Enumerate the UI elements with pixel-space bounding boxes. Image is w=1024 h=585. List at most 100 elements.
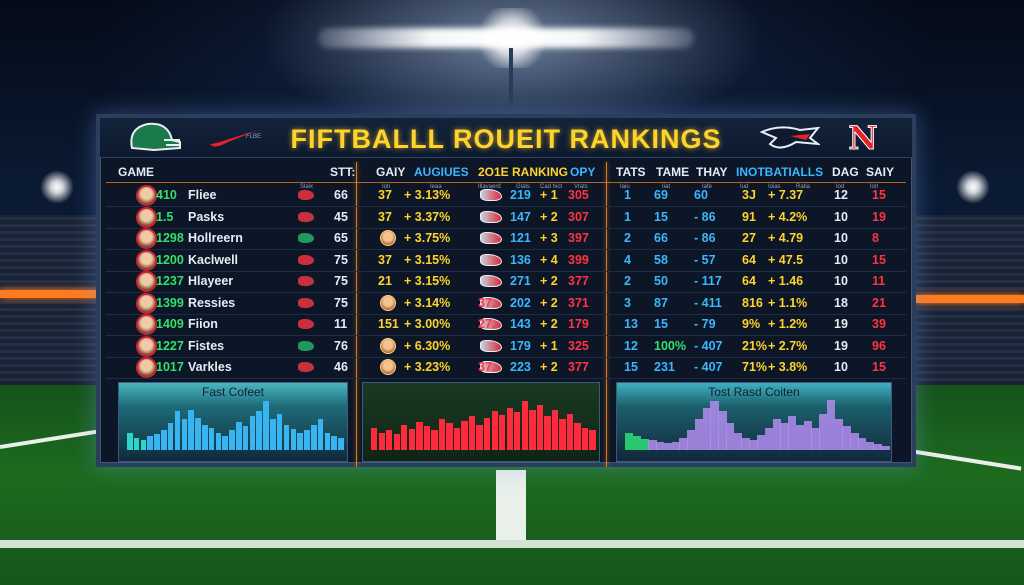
chart-bar — [181, 419, 188, 450]
table-row[interactable]: 1409 Fiion 11 151 + 3.00% 27. + 2 179 13 15 - 79 9%… — [106, 314, 906, 336]
subheader-ioti: Ioti — [382, 184, 391, 190]
rankings-scoreboard: FLBE FIFTBALLL ROUEIT RANKINGS N GAME ST… — [96, 114, 916, 467]
cell-name: Ressies — [188, 295, 236, 310]
chart-bar — [393, 434, 400, 450]
chart-bar — [290, 428, 297, 450]
chart-bar — [297, 433, 303, 450]
chart-bar — [270, 419, 276, 450]
player-avatar — [136, 292, 157, 314]
team-logo-icon — [298, 190, 314, 200]
chart-bar — [371, 427, 378, 450]
cell-in1: 21% — [742, 338, 768, 353]
cell-rank: 1409 — [156, 317, 184, 331]
cell-tats: 12 — [624, 338, 638, 353]
cell-r1b: 202 — [510, 295, 531, 310]
chart-bar — [188, 409, 194, 450]
chart-bar — [378, 433, 385, 450]
cell-tame: 66 — [654, 231, 668, 245]
player-face-icon — [380, 337, 396, 354]
table-row[interactable]: 410 Fliee 66 37 + 3.13% 219 + 1 305 1 69 60 3J + 7.3… — [106, 185, 906, 207]
player-avatar — [136, 206, 157, 228]
chart-bar — [788, 416, 797, 450]
chart-bar — [710, 400, 719, 450]
chart-bar — [331, 436, 337, 450]
cell-saiy: 39 — [872, 317, 886, 331]
cell-r1: 271 — [510, 274, 531, 288]
table-row[interactable]: 1227 Fistes 76 + 6.30% 179 + 1 325 12 100% - 407 2… — [106, 335, 906, 358]
chart-bar — [242, 426, 249, 450]
player-avatar — [136, 271, 157, 292]
cell-tats: 2 — [624, 231, 631, 245]
cell-r1: 37. — [478, 295, 496, 310]
cell-name: Varkles — [188, 360, 232, 374]
ranking-team-icon — [480, 318, 502, 330]
cell-in1: 64 — [742, 274, 756, 288]
chart-bar — [461, 420, 468, 450]
cell-aug: + 3.15% — [404, 274, 451, 288]
subheader-ratia: Ratia — [796, 184, 811, 190]
table-row[interactable]: 1.5 Pasks 45 37 + 3.37% 147 + 2 307 1 15 - 86 91 + 4… — [106, 206, 906, 229]
yard-line-horizontal — [0, 540, 1024, 548]
chart-bar — [338, 437, 344, 450]
cell-tats: 4 — [624, 252, 631, 267]
chart-bar — [154, 434, 160, 450]
cell-stt: 45 — [334, 209, 348, 224]
cell-tats: 15 — [624, 360, 638, 374]
cell-in1: 71% — [742, 360, 768, 374]
cell-rank: 1017 — [156, 360, 184, 374]
player-avatar — [136, 249, 157, 271]
chart-bar — [236, 422, 242, 450]
cell-gaiy: 37 — [378, 209, 392, 224]
table-row[interactable]: 1017 Varkles 46 + 3.23% 37. + 2 377 15 231 - 407 7… — [106, 357, 906, 379]
table-row[interactable]: 1200 Kaclwell 75 37 + 3.15% 136 + 4 399 4 58 - 57 6… — [106, 249, 906, 272]
cell-in2: + 1.46 — [768, 274, 804, 288]
chart-bar — [491, 410, 498, 450]
ranking-team-icon — [480, 189, 502, 201]
cell-aug: + 3.23% — [404, 360, 451, 374]
cell-name: Fliee — [188, 188, 217, 202]
light-pole — [509, 48, 513, 116]
cell-r2: + 4 — [540, 252, 558, 267]
cell-saiy: 15 — [872, 188, 886, 202]
chart-bar — [648, 439, 657, 450]
cell-tame: 100% — [654, 338, 686, 353]
table-row[interactable]: 1298 Hollreern 65 + 3.75% 121 + 3 397 2 66 - 86 27… — [106, 228, 906, 250]
cell-thay: - 407 — [694, 338, 723, 353]
cell-thay: - 79 — [694, 317, 716, 331]
cell-tame: 15 — [654, 317, 668, 331]
chart-bar — [842, 426, 851, 450]
cell-r1: 147 — [510, 209, 531, 224]
chart-bar — [811, 427, 820, 450]
header-thay: THAY — [696, 165, 728, 179]
cell-r2: + 2 — [540, 274, 558, 288]
chart-bar — [749, 439, 758, 450]
cell-in1: 91 — [742, 209, 756, 224]
cell-in2: + 1.1% — [768, 295, 808, 310]
cell-thay: - 407 — [694, 360, 723, 374]
cell-name: Pasks — [188, 209, 225, 224]
cell-saiy: 11 — [872, 274, 886, 288]
header-gaiy: GAIY — [376, 165, 406, 179]
table-row[interactable]: 1237 Hlayeer 75 21 + 3.15% 271 + 2 377 2 50 - 117 6… — [106, 271, 906, 293]
chart-bar — [201, 424, 208, 450]
cell-aug: + 3.37% — [404, 209, 451, 224]
chart-bar — [453, 427, 461, 450]
ranking-team-icon — [480, 296, 502, 309]
player-face-icon — [380, 230, 396, 246]
chart-bar — [733, 433, 743, 450]
cell-in1: 3J — [742, 188, 756, 202]
n-logo-icon: N — [848, 119, 878, 157]
cell-thay: - 57 — [694, 252, 716, 267]
ranking-team-icon — [480, 339, 502, 352]
cell-aug: + 3.14% — [404, 295, 451, 310]
chart-bar — [857, 437, 867, 450]
cell-stt: 11 — [334, 317, 348, 331]
section-separator-1 — [356, 162, 357, 467]
cell-dag: 10 — [834, 209, 848, 224]
chart-bar — [208, 427, 215, 450]
subheader-iorl: Iorl — [870, 184, 879, 190]
table-row[interactable]: 1399 Ressies 75 + 3.14% 37. + 2 371 3 87 - 411 816… — [106, 292, 906, 315]
chart-bar — [484, 417, 491, 450]
cell-rank: 1200 — [156, 252, 184, 267]
chart-bar — [401, 424, 408, 450]
